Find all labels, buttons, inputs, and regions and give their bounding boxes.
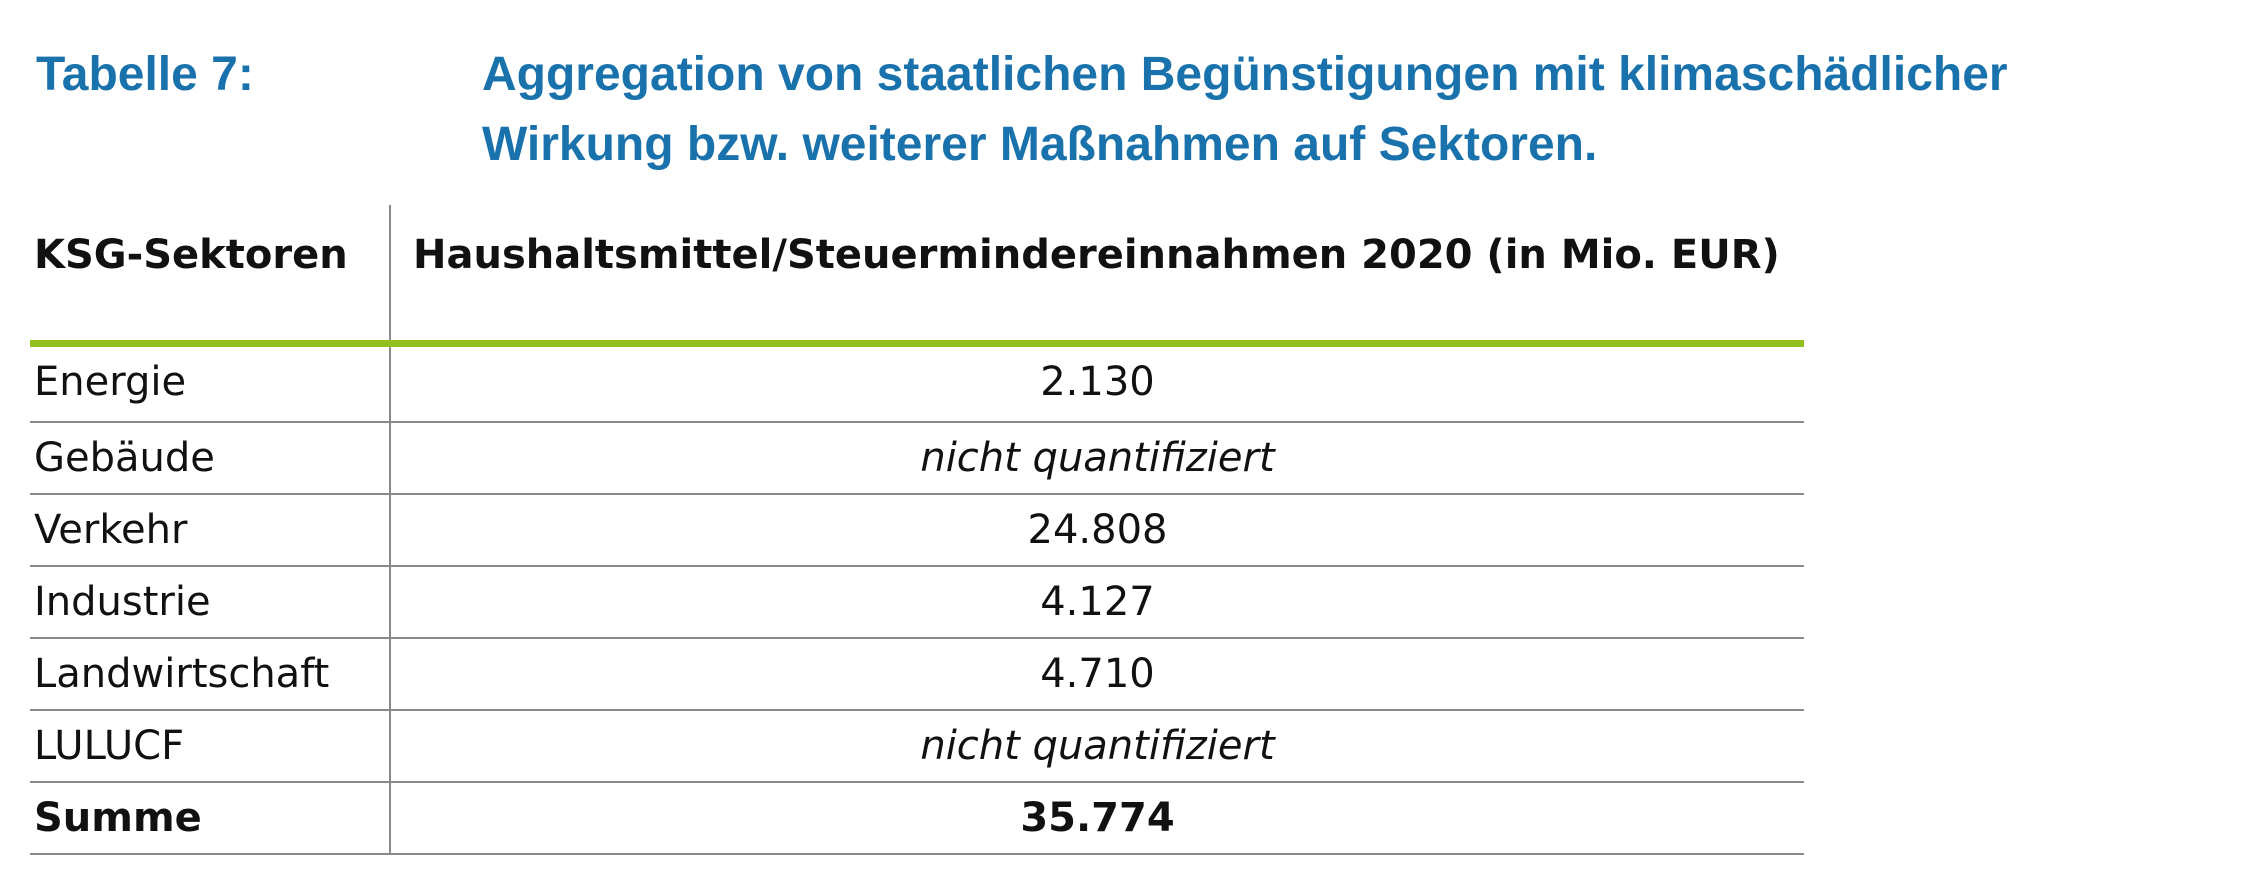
table-row: Energie 2.130 xyxy=(30,347,1804,423)
sector-table: KSG-Sektoren Haushaltsmittel/Steuerminde… xyxy=(30,205,1804,855)
sector-cell: Verkehr xyxy=(30,495,391,565)
value-cell: 4.710 xyxy=(1040,651,1155,697)
table-row: Verkehr 24.808 xyxy=(30,495,1804,567)
value-cell: 2.130 xyxy=(1040,359,1155,405)
table-row: Landwirtschaft 4.710 xyxy=(30,639,1804,711)
value-cell: 24.808 xyxy=(1027,507,1168,553)
total-label: Summe xyxy=(30,783,391,853)
sector-cell: Industrie xyxy=(30,567,391,637)
value-cell: nicht quantifiziert xyxy=(920,723,1275,769)
header-value: Haushaltsmittel/Steuermindereinnahmen 20… xyxy=(413,232,1780,278)
caption-title: Aggregation von staatlichen Begünstigung… xyxy=(482,48,2008,171)
table-header: KSG-Sektoren Haushaltsmittel/Steuerminde… xyxy=(30,205,1804,347)
table-total-row: Summe 35.774 xyxy=(30,783,1804,855)
header-sector: KSG-Sektoren xyxy=(30,205,391,340)
value-cell: nicht quantifiziert xyxy=(920,435,1275,481)
table-row: Industrie 4.127 xyxy=(30,567,1804,639)
total-value: 35.774 xyxy=(1020,795,1175,841)
caption-label: Tabelle 7: xyxy=(36,48,254,101)
sector-cell: Landwirtschaft xyxy=(30,639,391,709)
sector-cell: LULUCF xyxy=(30,711,391,781)
sector-cell: Energie xyxy=(30,347,391,421)
table-row: Gebäude nicht quantifiziert xyxy=(30,423,1804,495)
value-cell: 4.127 xyxy=(1040,579,1155,625)
table-row: LULUCF nicht quantifiziert xyxy=(30,711,1804,783)
sector-cell: Gebäude xyxy=(30,423,391,493)
